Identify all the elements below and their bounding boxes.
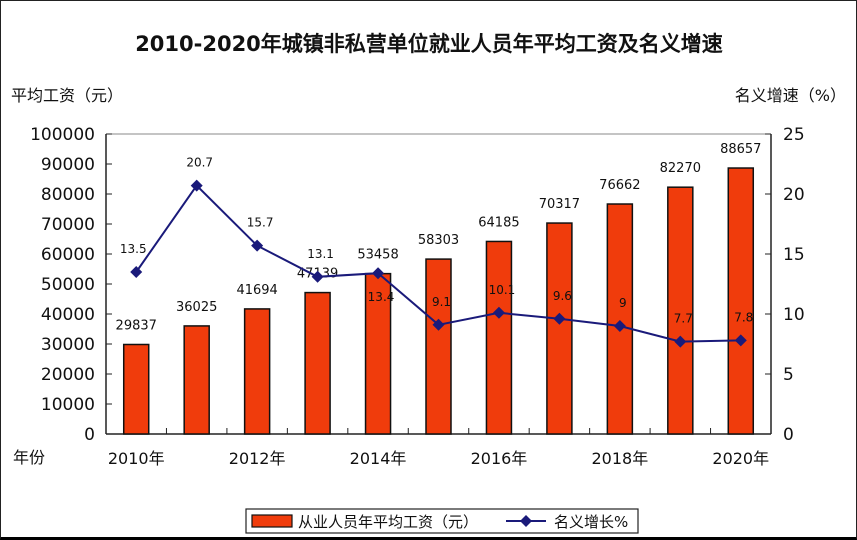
right-tick-label: 10 — [783, 305, 805, 325]
bar-value-label: 88657 — [720, 142, 761, 157]
growth-point — [251, 239, 264, 252]
bar-value-label: 58303 — [418, 233, 459, 248]
right-tick-label: 0 — [783, 425, 794, 445]
growth-value-label: 13.5 — [120, 242, 147, 256]
growth-point — [190, 179, 203, 192]
left-tick-label: 90000 — [41, 155, 95, 175]
bar — [485, 240, 513, 435]
growth-value-label: 13.1 — [307, 247, 334, 261]
bar — [183, 325, 210, 435]
right-tick-label: 20 — [783, 185, 805, 205]
bar-value-label: 36025 — [176, 300, 217, 315]
right-tick-label: 15 — [783, 245, 805, 265]
growth-value-label: 7.7 — [674, 312, 693, 326]
growth-point — [613, 320, 626, 332]
x-axis-label: 年份 — [13, 448, 45, 467]
growth-point — [130, 266, 143, 278]
chart-title: 2010-2020年城镇非私营单位就业人员年平均工资及名义增速 — [135, 32, 723, 56]
growth-point — [492, 306, 505, 319]
growth-value-label: 13.4 — [368, 290, 395, 304]
left-tick-label: 30000 — [41, 335, 95, 355]
bar-value-label: 29837 — [116, 318, 157, 333]
bar — [425, 258, 452, 435]
right-axis-label: 名义增速（%） — [735, 86, 846, 105]
growth-point — [734, 334, 747, 347]
bar-value-label: 76662 — [599, 178, 640, 193]
growth-value-label: 7.8 — [734, 310, 753, 324]
growth-value-label: 15.7 — [247, 216, 274, 230]
bar — [667, 186, 694, 435]
bar — [606, 203, 634, 435]
bar-value-label: 70317 — [539, 197, 580, 212]
bar-value-label: 82270 — [660, 161, 701, 176]
growth-value-label: 20.7 — [186, 156, 213, 170]
legend-bar-swatch — [251, 514, 293, 528]
x-tick-label: 2010年 — [108, 449, 165, 468]
bar — [304, 291, 331, 435]
growth-value-label: 9.1 — [432, 295, 451, 309]
left-tick-label: 100000 — [30, 125, 95, 145]
legend — [245, 508, 639, 534]
growth-point — [311, 270, 324, 283]
x-tick-label: 2016年 — [471, 449, 528, 468]
x-tick-label: 2014年 — [350, 449, 407, 468]
growth-value-label: 9 — [619, 296, 627, 310]
growth-point — [432, 318, 445, 331]
right-tick-label: 5 — [783, 365, 794, 385]
bar-value-label: 53458 — [357, 248, 398, 263]
bar — [727, 167, 755, 435]
right-tick-label: 25 — [783, 125, 805, 145]
left-tick-label: 40000 — [41, 305, 95, 325]
left-tick-label: 50000 — [41, 275, 95, 295]
left-tick-label: 10000 — [41, 395, 95, 415]
x-tick-label: 2018年 — [591, 449, 648, 468]
left-tick-label: 0 — [84, 425, 95, 445]
growth-point — [674, 335, 687, 348]
left-tick-label: 70000 — [41, 215, 95, 235]
growth-value-label: 9.6 — [553, 289, 572, 303]
legend-line-label: 名义增长% — [554, 513, 628, 531]
growth-value-label: 10.1 — [489, 283, 516, 297]
bar — [122, 343, 150, 435]
left-axis-label: 平均工资（元） — [11, 86, 123, 105]
growth-point — [553, 312, 566, 325]
left-tick-label: 60000 — [41, 245, 95, 265]
left-tick-label: 20000 — [41, 365, 95, 385]
x-tick-label: 2012年 — [229, 449, 286, 468]
bar — [243, 308, 271, 435]
legend-diamond-icon — [520, 515, 532, 527]
bar-value-label: 64185 — [478, 215, 519, 230]
bar-value-label: 41694 — [236, 283, 277, 298]
bar — [546, 222, 573, 435]
growth-point — [372, 267, 385, 280]
legend-bar-label: 从业人员年平均工资（元） — [298, 513, 478, 531]
left-tick-label: 80000 — [41, 185, 95, 205]
x-tick-label: 2020年 — [712, 449, 769, 468]
